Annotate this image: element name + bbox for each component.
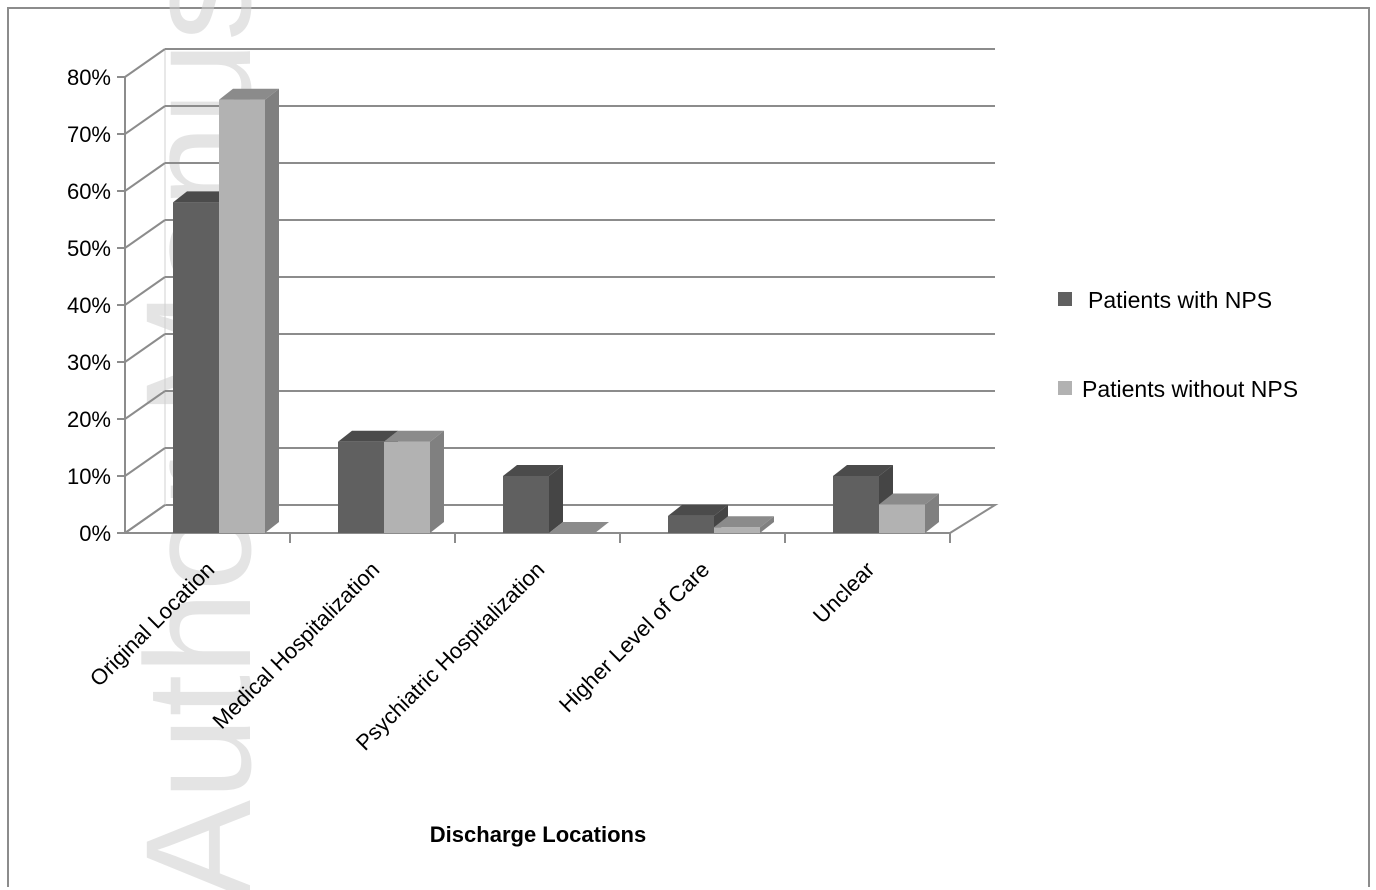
bar-front — [833, 476, 879, 533]
y-tick-label: 20% — [67, 407, 111, 432]
wall-diagonal — [124, 219, 166, 249]
y-axis-ticks: 0% 10% 20% 30% 40% 50% 60% 70% 80% — [67, 65, 125, 546]
bar-front — [503, 476, 549, 533]
y-tick-label: 0% — [79, 521, 111, 546]
bars — [173, 88, 939, 534]
bar-side — [265, 88, 279, 534]
legend-label-with-nps: Patients with NPS — [1088, 287, 1272, 313]
bar — [384, 430, 444, 533]
bar-top — [219, 88, 279, 100]
bar-top — [384, 430, 444, 442]
wall-diagonal — [124, 162, 166, 192]
bar — [714, 516, 774, 533]
bar-top — [549, 522, 609, 533]
bar-side — [430, 430, 444, 533]
legend: Patients with NPS Patients without NPS — [1058, 287, 1298, 402]
bar-side — [925, 493, 939, 533]
gridlines — [124, 48, 995, 534]
bar-top — [833, 465, 893, 476]
bar-top — [714, 516, 774, 528]
bar-front — [384, 441, 430, 533]
bar-side — [549, 465, 563, 533]
x-axis-title: Discharge Locations — [430, 822, 646, 847]
y-tick-label: 30% — [67, 350, 111, 375]
wall-diagonal — [124, 276, 166, 306]
bar-front — [668, 515, 714, 533]
y-tick-label: 40% — [67, 293, 111, 318]
bar — [879, 493, 939, 533]
y-tick-label: 10% — [67, 464, 111, 489]
bar — [503, 465, 563, 533]
wall-diagonal — [124, 105, 166, 135]
wall-diagonal — [124, 447, 166, 477]
x-tick-label: Psychiatric Hospitalization — [351, 557, 549, 755]
y-tick-label: 50% — [67, 236, 111, 261]
y-tick-label: 60% — [67, 179, 111, 204]
x-tick-label: Higher Level of Care — [554, 557, 714, 717]
bar-top — [338, 430, 398, 442]
bar — [219, 88, 279, 534]
wall-diagonal — [124, 333, 166, 363]
wall-diagonal — [124, 504, 166, 534]
bar-side — [760, 516, 774, 533]
bar-front — [714, 527, 760, 533]
y-tick-label: 80% — [67, 65, 111, 90]
bar-front — [219, 99, 265, 534]
legend-swatch-with-nps — [1058, 292, 1072, 306]
bar-top — [879, 493, 939, 505]
bar-front — [338, 441, 384, 533]
legend-label-without-nps: Patients without NPS — [1082, 376, 1298, 402]
bar-top — [503, 465, 563, 476]
x-tick-label: Unclear — [808, 557, 879, 628]
wall-diagonal — [124, 390, 166, 420]
wall-diagonal — [124, 48, 166, 78]
bar — [549, 522, 609, 533]
bar-front — [879, 504, 925, 533]
bar-front — [173, 202, 219, 533]
y-tick-label: 70% — [67, 122, 111, 147]
bar-top — [173, 191, 233, 203]
bar-top — [668, 504, 728, 516]
legend-swatch-without-nps — [1058, 381, 1072, 395]
